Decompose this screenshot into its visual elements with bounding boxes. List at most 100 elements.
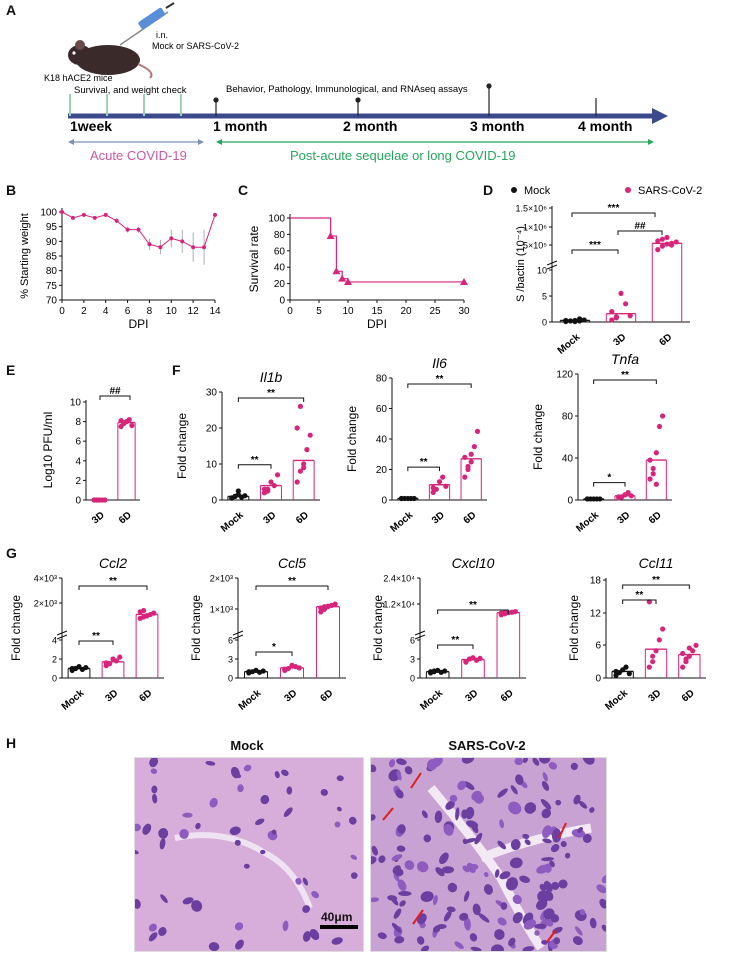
cell-nucleus [560,841,567,848]
cell-nucleus [601,875,606,884]
time-label-3month: 3 month [470,118,524,134]
b-ytick-label: 95 [46,222,58,233]
cell-nucleus [497,788,508,798]
b-point [114,218,119,223]
panel-letter-a: A [6,2,17,18]
d-ytick-label: 1.5×10⁶ [516,204,548,214]
cell-nucleus [283,807,293,817]
cell-nucleus [234,839,241,846]
g2-ytick-label: 1×10³ [210,605,233,615]
g3-ylabel: Fold change [371,595,385,661]
cell-nucleus [457,780,467,791]
g2-point [318,609,324,615]
cell-nucleus [541,808,552,819]
cell-nucleus [499,819,505,829]
cell-nucleus [148,932,158,942]
d-point [609,317,615,323]
b-point [92,215,97,220]
g2-xtick-label: 3D [282,688,299,705]
d-axis-break [546,260,558,270]
f3-bracket [593,379,657,384]
cell-nucleus [234,922,244,931]
cell-nucleus [474,832,483,845]
cell-nucleus [436,924,447,930]
g4-point [623,664,629,670]
cell-nucleus [510,785,518,795]
cell-nucleus [135,823,141,832]
cell-nucleus [387,895,398,901]
cell-nucleus [478,913,490,923]
histo-sars-image [370,757,607,952]
f3-point [653,481,659,487]
c-ytick-label: 60 [274,246,286,257]
cell-nucleus [260,849,266,855]
cell-nucleus [397,824,406,834]
b-point [158,245,163,250]
cell-nucleus [336,806,342,812]
b-xtick-label: 12 [188,306,200,317]
g3-ytick-label: 3 [410,655,415,665]
panel-d-legend: Mock SARS-CoV-2 [511,185,702,197]
f1-point [301,461,307,467]
f1-xtick-label: Mock [219,510,246,535]
cell-nucleus [417,861,429,873]
g1-title: Ccl2 [99,555,127,571]
cell-nucleus [159,837,166,850]
b-point [136,227,141,232]
cell-nucleus [439,852,449,865]
cell-nucleus [558,879,568,889]
d-significance: *** [608,203,620,214]
f1-point [297,403,303,409]
f2-point [443,483,449,489]
cell-nucleus [499,871,511,880]
f3-point [656,423,663,430]
f3-ytick-label: 120 [556,370,573,381]
c-xtick-label: 0 [287,306,293,317]
d-significance: ## [634,221,646,232]
g4-ytick-label: 18 [590,576,602,587]
cell-nucleus [573,794,581,805]
cell-nucleus [191,900,203,912]
cell-nucleus [599,898,606,909]
long-range-arrow [216,139,654,145]
c-xtick-label: 25 [429,306,441,317]
cell-nucleus [392,865,401,874]
cell-nucleus [302,931,311,942]
f3-point [660,413,666,419]
g3-point [463,658,469,665]
cell-nucleus [271,829,277,835]
cell-nucleus [179,829,189,839]
cell-nucleus [435,867,445,877]
cell-nucleus [494,929,505,940]
e-ytick-label: 2 [75,476,81,487]
g3-point [502,609,508,616]
g2-significance: ** [288,576,296,587]
g1-ytick-label: 2 [52,655,57,665]
f1-xtick-label: 3D [261,510,278,527]
c-triangle-marker [344,277,352,285]
g3-ytick-label: 0 [410,674,415,684]
g4-significance: ** [652,575,660,586]
d-point [581,317,587,323]
cell-nucleus [377,932,387,940]
d-point [609,309,615,315]
cell-nucleus [577,826,584,833]
cell-nucleus [260,794,270,805]
cell-nucleus [393,872,400,882]
f2-point [411,495,417,502]
f1-point [307,432,313,438]
g2-point [282,666,288,672]
cell-nucleus [331,937,343,945]
cell-nucleus [350,872,358,879]
d-point [623,301,629,307]
g4-point [616,669,622,676]
cell-nucleus [302,905,311,913]
cell-nucleus [570,762,578,771]
g2-title: Ccl5 [278,555,306,571]
g1-ytick-label: 2×10³ [34,599,57,609]
c-triangle-marker [326,232,335,240]
histo-mock-image [134,757,364,952]
cell-nucleus [524,802,537,814]
cell-nucleus [534,930,540,936]
